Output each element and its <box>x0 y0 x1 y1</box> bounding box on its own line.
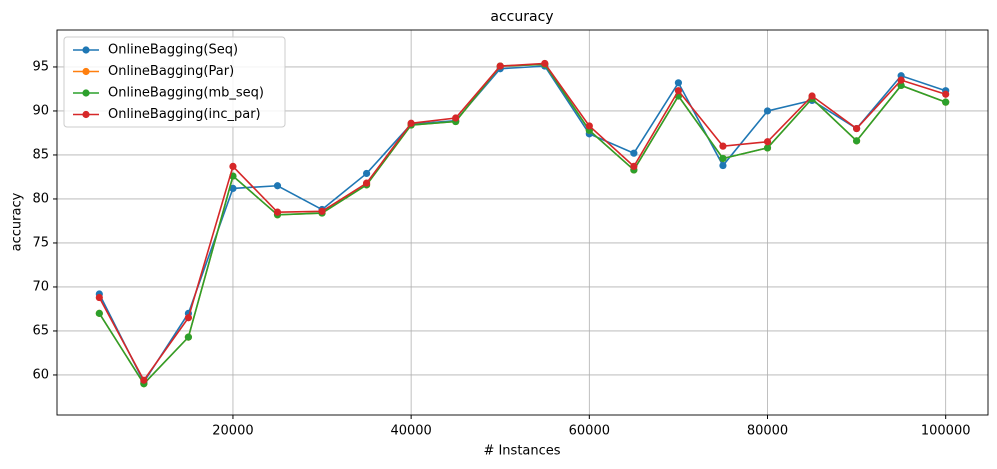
x-tick-label: 80000 <box>747 424 788 439</box>
data-point <box>719 142 727 150</box>
legend-marker <box>82 89 90 97</box>
y-axis-label: accuracy <box>10 192 25 251</box>
data-point <box>942 98 950 106</box>
data-point <box>630 149 638 157</box>
y-tick-label: 95 <box>32 59 49 74</box>
data-point <box>184 333 193 341</box>
legend-label: OnlineBagging(inc_par) <box>108 107 261 122</box>
data-point <box>318 207 326 215</box>
legend-marker <box>82 67 90 76</box>
plot-frame <box>56 29 989 416</box>
data-point <box>273 208 282 216</box>
x-axis-label: # Instances <box>483 444 560 459</box>
data-point <box>184 314 193 322</box>
data-point <box>897 76 905 84</box>
y-tick-label: 85 <box>32 147 49 162</box>
legend-label: OnlineBagging(Par) <box>108 64 234 79</box>
x-tick-label: 100000 <box>921 424 971 439</box>
y-tick-label: 80 <box>32 191 49 206</box>
data-point <box>808 92 816 100</box>
data-point <box>140 376 148 384</box>
x-tick-label: 20000 <box>212 424 253 439</box>
chart-title: accuracy <box>490 9 553 25</box>
y-tick-label: 70 <box>32 279 49 294</box>
data-point <box>496 62 504 70</box>
data-point <box>95 293 103 302</box>
data-point <box>674 79 683 87</box>
data-point <box>630 162 638 170</box>
data-point <box>362 179 371 187</box>
series-line <box>98 65 946 384</box>
data-point <box>585 122 593 130</box>
data-point <box>541 59 549 68</box>
data-point <box>763 107 772 115</box>
legend-marker <box>82 46 90 54</box>
data-point <box>95 309 103 317</box>
data-point <box>674 87 683 95</box>
y-tick-label: 90 <box>32 103 49 118</box>
data-point <box>719 161 727 170</box>
data-point <box>452 114 460 122</box>
legend-label: OnlineBagging(mb_seq) <box>108 86 264 101</box>
legend-marker <box>82 110 90 119</box>
y-tick-label: 75 <box>32 235 49 250</box>
data-point <box>942 90 950 98</box>
data-point <box>897 81 905 90</box>
data-point <box>362 169 371 178</box>
data-point <box>763 144 772 152</box>
data-point <box>852 137 861 145</box>
y-tick-label: 65 <box>32 323 49 338</box>
data-point <box>407 119 415 127</box>
data-point <box>273 182 282 190</box>
series-line <box>98 62 946 382</box>
x-tick-label: 40000 <box>390 424 431 439</box>
x-tick-label: 60000 <box>569 424 610 439</box>
y-tick-label: 60 <box>32 367 49 382</box>
data-point <box>719 154 727 163</box>
legend: OnlineBagging(Seq) OnlineBagging(Par) Onli… <box>63 36 286 128</box>
legend-box <box>63 36 286 128</box>
legend-label: OnlineBagging(Seq) <box>108 43 238 58</box>
data-point <box>763 138 772 146</box>
data-point <box>852 124 861 133</box>
data-point <box>229 162 237 170</box>
data-point <box>229 184 237 192</box>
